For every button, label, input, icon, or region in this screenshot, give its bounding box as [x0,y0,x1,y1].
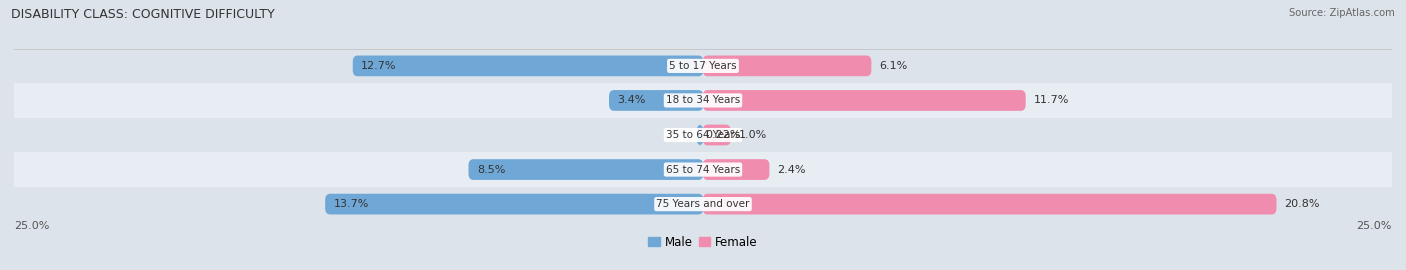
Text: 65 to 74 Years: 65 to 74 Years [666,164,740,175]
Text: 6.1%: 6.1% [879,61,908,71]
Text: 12.7%: 12.7% [361,61,396,71]
FancyBboxPatch shape [703,194,1277,214]
Text: 20.8%: 20.8% [1285,199,1320,209]
Text: 0.22%: 0.22% [706,130,741,140]
FancyBboxPatch shape [703,56,872,76]
Bar [14,152,1392,187]
FancyBboxPatch shape [609,90,703,111]
FancyBboxPatch shape [353,56,703,76]
Text: 25.0%: 25.0% [1357,221,1392,231]
Text: 75 Years and over: 75 Years and over [657,199,749,209]
FancyBboxPatch shape [325,194,703,214]
Bar [14,187,1392,221]
Text: 11.7%: 11.7% [1033,95,1069,106]
Text: 13.7%: 13.7% [333,199,370,209]
Text: 3.4%: 3.4% [617,95,645,106]
Text: DISABILITY CLASS: COGNITIVE DIFFICULTY: DISABILITY CLASS: COGNITIVE DIFFICULTY [11,8,276,21]
Text: 25.0%: 25.0% [14,221,49,231]
FancyBboxPatch shape [468,159,703,180]
FancyBboxPatch shape [703,90,1026,111]
Text: Source: ZipAtlas.com: Source: ZipAtlas.com [1289,8,1395,18]
Text: 2.4%: 2.4% [778,164,806,175]
Text: 5 to 17 Years: 5 to 17 Years [669,61,737,71]
FancyBboxPatch shape [696,125,703,145]
FancyBboxPatch shape [703,159,769,180]
Text: 18 to 34 Years: 18 to 34 Years [666,95,740,106]
Legend: Male, Female: Male, Female [644,231,762,254]
FancyBboxPatch shape [703,125,731,145]
Bar [14,49,1392,83]
Text: 1.0%: 1.0% [738,130,768,140]
Text: 8.5%: 8.5% [477,164,505,175]
Bar [14,83,1392,118]
Text: 35 to 64 Years: 35 to 64 Years [666,130,740,140]
Bar [14,118,1392,152]
